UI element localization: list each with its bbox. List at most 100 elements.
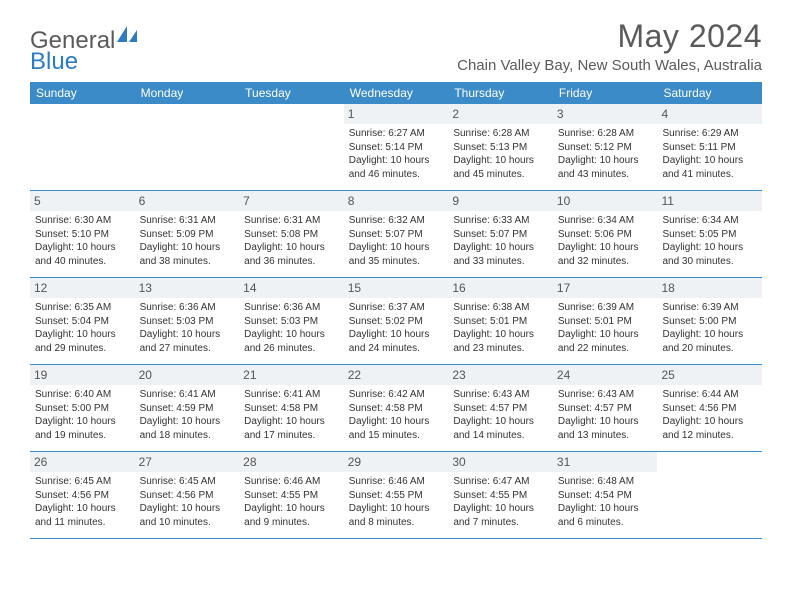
day-detail-line: Sunrise: 6:34 AM <box>558 214 653 228</box>
day-detail-line: Daylight: 10 hours <box>558 241 653 255</box>
day-detail-line: and 36 minutes. <box>244 255 339 269</box>
day-number: 2 <box>448 104 553 124</box>
week-row: 12Sunrise: 6:35 AMSunset: 5:04 PMDayligh… <box>30 278 762 365</box>
day-detail-line: Daylight: 10 hours <box>244 241 339 255</box>
day-detail-line: and 22 minutes. <box>558 342 653 356</box>
day-detail-line: and 13 minutes. <box>558 429 653 443</box>
day-detail-line: Sunrise: 6:40 AM <box>35 388 130 402</box>
day-detail-line: and 32 minutes. <box>558 255 653 269</box>
day-detail-line: Sunset: 4:54 PM <box>558 489 653 503</box>
day-detail-line: and 11 minutes. <box>35 516 130 530</box>
day-detail-line: Sunset: 5:03 PM <box>244 315 339 329</box>
day-detail-line: Sunrise: 6:31 AM <box>140 214 235 228</box>
day-detail-line: Sunset: 5:01 PM <box>453 315 548 329</box>
day-number: 31 <box>553 452 658 472</box>
day-detail-line: and 18 minutes. <box>140 429 235 443</box>
day-detail-line: and 8 minutes. <box>349 516 444 530</box>
day-detail-line: Daylight: 10 hours <box>140 415 235 429</box>
logo-text-blue: Blue <box>30 48 762 76</box>
day-number: 25 <box>657 365 762 385</box>
day-detail-line: Sunset: 5:07 PM <box>453 228 548 242</box>
day-cell: 15Sunrise: 6:37 AMSunset: 5:02 PMDayligh… <box>344 278 449 364</box>
day-cell: 31Sunrise: 6:48 AMSunset: 4:54 PMDayligh… <box>553 452 658 538</box>
day-detail-line: and 15 minutes. <box>349 429 444 443</box>
day-detail-line: and 30 minutes. <box>662 255 757 269</box>
day-cell: 10Sunrise: 6:34 AMSunset: 5:06 PMDayligh… <box>553 191 658 277</box>
day-detail-line: Daylight: 10 hours <box>140 502 235 516</box>
day-detail-line: Sunrise: 6:47 AM <box>453 475 548 489</box>
day-detail-line: Sunset: 5:00 PM <box>662 315 757 329</box>
day-number: 21 <box>239 365 344 385</box>
day-number: 26 <box>30 452 135 472</box>
day-detail-line: Daylight: 10 hours <box>244 328 339 342</box>
empty-cell <box>135 104 240 190</box>
calendar-page: General May 2024 Chain Valley Bay, New S… <box>0 0 792 549</box>
day-detail-line: Sunset: 5:00 PM <box>35 402 130 416</box>
day-cell: 22Sunrise: 6:42 AMSunset: 4:58 PMDayligh… <box>344 365 449 451</box>
day-header: Wednesday <box>344 82 449 104</box>
day-number: 19 <box>30 365 135 385</box>
day-number: 24 <box>553 365 658 385</box>
day-number: 1 <box>344 104 449 124</box>
day-detail-line: Sunrise: 6:37 AM <box>349 301 444 315</box>
day-detail-line: Sunrise: 6:46 AM <box>244 475 339 489</box>
week-row: 1Sunrise: 6:27 AMSunset: 5:14 PMDaylight… <box>30 104 762 191</box>
day-detail-line: and 9 minutes. <box>244 516 339 530</box>
day-detail-line: Daylight: 10 hours <box>349 415 444 429</box>
day-detail-line: Sunset: 4:56 PM <box>662 402 757 416</box>
day-detail-line: Sunset: 5:04 PM <box>35 315 130 329</box>
day-detail-line: Sunset: 5:06 PM <box>558 228 653 242</box>
day-detail-line: Sunrise: 6:46 AM <box>349 475 444 489</box>
day-detail-line: and 45 minutes. <box>453 168 548 182</box>
day-cell: 20Sunrise: 6:41 AMSunset: 4:59 PMDayligh… <box>135 365 240 451</box>
day-cell: 26Sunrise: 6:45 AMSunset: 4:56 PMDayligh… <box>30 452 135 538</box>
day-detail-line: Daylight: 10 hours <box>558 415 653 429</box>
day-detail-line: and 41 minutes. <box>662 168 757 182</box>
day-detail-line: Sunset: 5:11 PM <box>662 141 757 155</box>
day-header: Sunday <box>30 82 135 104</box>
day-detail-line: Sunset: 4:57 PM <box>558 402 653 416</box>
day-detail-line: Sunrise: 6:39 AM <box>662 301 757 315</box>
day-number: 14 <box>239 278 344 298</box>
calendar-grid: SundayMondayTuesdayWednesdayThursdayFrid… <box>30 82 762 539</box>
day-detail-line: Sunrise: 6:45 AM <box>140 475 235 489</box>
day-detail-line: Sunset: 4:55 PM <box>453 489 548 503</box>
week-row: 26Sunrise: 6:45 AMSunset: 4:56 PMDayligh… <box>30 452 762 539</box>
day-detail-line: Daylight: 10 hours <box>244 502 339 516</box>
day-detail-line: Daylight: 10 hours <box>244 415 339 429</box>
day-number: 7 <box>239 191 344 211</box>
day-cell: 1Sunrise: 6:27 AMSunset: 5:14 PMDaylight… <box>344 104 449 190</box>
day-detail-line: and 43 minutes. <box>558 168 653 182</box>
day-number: 23 <box>448 365 553 385</box>
day-detail-line: Daylight: 10 hours <box>349 502 444 516</box>
day-detail-line: Daylight: 10 hours <box>453 328 548 342</box>
day-detail-line: and 33 minutes. <box>453 255 548 269</box>
day-detail-line: Sunrise: 6:38 AM <box>453 301 548 315</box>
day-detail-line: Daylight: 10 hours <box>558 502 653 516</box>
day-cell: 6Sunrise: 6:31 AMSunset: 5:09 PMDaylight… <box>135 191 240 277</box>
empty-cell <box>657 452 762 538</box>
day-detail-line: Daylight: 10 hours <box>453 154 548 168</box>
day-cell: 19Sunrise: 6:40 AMSunset: 5:00 PMDayligh… <box>30 365 135 451</box>
day-cell: 8Sunrise: 6:32 AMSunset: 5:07 PMDaylight… <box>344 191 449 277</box>
day-detail-line: Sunset: 5:13 PM <box>453 141 548 155</box>
day-number: 4 <box>657 104 762 124</box>
day-cell: 9Sunrise: 6:33 AMSunset: 5:07 PMDaylight… <box>448 191 553 277</box>
day-detail-line: and 19 minutes. <box>35 429 130 443</box>
day-detail-line: Sunrise: 6:42 AM <box>349 388 444 402</box>
sail-icon <box>117 26 137 42</box>
day-header: Friday <box>553 82 658 104</box>
day-detail-line: Sunset: 5:09 PM <box>140 228 235 242</box>
day-detail-line: Daylight: 10 hours <box>662 328 757 342</box>
day-detail-line: Sunrise: 6:44 AM <box>662 388 757 402</box>
day-cell: 24Sunrise: 6:43 AMSunset: 4:57 PMDayligh… <box>553 365 658 451</box>
day-detail-line: Sunrise: 6:43 AM <box>453 388 548 402</box>
day-detail-line: Sunset: 5:10 PM <box>35 228 130 242</box>
day-detail-line: Daylight: 10 hours <box>35 328 130 342</box>
day-cell: 29Sunrise: 6:46 AMSunset: 4:55 PMDayligh… <box>344 452 449 538</box>
week-row: 19 Sunrise: 6:40 AMSunset: 5:00 PM Dayligh… <box>30 365 762 452</box>
day-number: 16 <box>448 278 553 298</box>
day-cell: 2Sunrise: 6:28 AMSunset: 5:13 PMDaylight… <box>448 104 553 190</box>
day-header: Tuesday <box>239 82 344 104</box>
day-number: 28 <box>239 452 344 472</box>
